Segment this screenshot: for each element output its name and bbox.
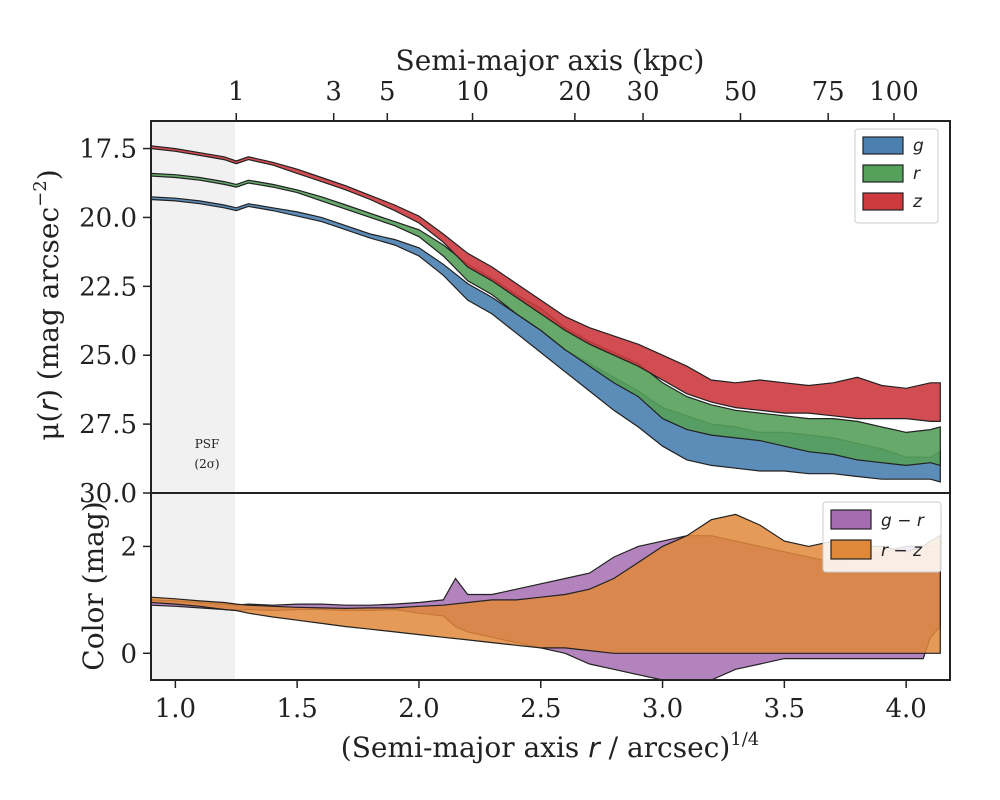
psf-label-line1: PSF bbox=[195, 437, 220, 451]
xlabel-var: r bbox=[588, 731, 601, 764]
series-band-color-profile-1 bbox=[150, 513, 941, 654]
sb-ylabel-close: ) bbox=[32, 169, 65, 180]
legend-swatch-g bbox=[862, 136, 904, 155]
legend-swatch-z bbox=[862, 192, 904, 211]
color-yticks-group: 02 bbox=[120, 532, 151, 669]
top-tick-label: 100 bbox=[869, 77, 919, 107]
sb-legend: grz bbox=[854, 128, 939, 224]
series-band-surface-brightness-1 bbox=[150, 172, 941, 467]
top-tick-label: 10 bbox=[456, 77, 489, 107]
top-tick-label: 20 bbox=[558, 77, 591, 107]
top-tick-label: 5 bbox=[379, 77, 396, 107]
color-y-axis-label: Color (mag) bbox=[77, 501, 110, 670]
legend-label-gr: g − r bbox=[881, 511, 925, 531]
color-ytick-label: 2 bbox=[120, 532, 137, 562]
top-axis-ticks-group: 1 3 5 10 20 30 50 75 100 bbox=[228, 77, 919, 121]
xtick-label: 4.0 bbox=[885, 694, 926, 724]
legend-label-r: r bbox=[913, 164, 921, 184]
series-band-surface-brightness-0 bbox=[150, 196, 941, 483]
sb-ytick-label: 17.5 bbox=[79, 135, 137, 165]
color-ytick-label: 0 bbox=[120, 639, 137, 669]
xtick-label: 1.0 bbox=[155, 694, 196, 724]
color-panel: 02 1.0 1.5 2.0 2.5 3.0 3.5 4.0 g − rr − z Colo… bbox=[77, 492, 951, 724]
psf-label-line2: (2σ) bbox=[194, 457, 219, 471]
sb-ytick-label: 22.5 bbox=[79, 272, 137, 302]
sb-y-axis-label: μ(r) (mag arcsec−2) bbox=[30, 169, 65, 440]
x-axis-label: (Semi-major axis r / arcsec)1/4 bbox=[341, 729, 759, 764]
color-legend: g − r r − z bbox=[822, 501, 942, 573]
top-tick-label: 50 bbox=[724, 77, 757, 107]
legend-label-g: g bbox=[913, 136, 924, 156]
legend-label-rz: r − z bbox=[881, 541, 923, 561]
color-xticks-group: 1.0 1.5 2.0 2.5 3.0 3.5 4.0 bbox=[155, 680, 927, 724]
sb-ytick-label: 20.0 bbox=[79, 203, 137, 233]
sb-ylabel-post: ) (mag arcsec bbox=[32, 207, 65, 400]
xtick-label: 1.5 bbox=[276, 694, 317, 724]
color-series-group bbox=[150, 513, 941, 681]
sb-yticks-group: 17.5 20.0 22.5 25.0 27.5 30.0 bbox=[79, 135, 151, 509]
xtick-label: 3.0 bbox=[642, 694, 683, 724]
xtick-label: 2.5 bbox=[520, 694, 561, 724]
xlabel-sup: 1/4 bbox=[730, 729, 759, 750]
legend-swatch-rz bbox=[830, 539, 872, 560]
xtick-label: 2.0 bbox=[398, 694, 439, 724]
sb-ylabel-var: r bbox=[32, 399, 65, 412]
xtick-label: 3.5 bbox=[764, 694, 805, 724]
sb-ytick-label: 30.0 bbox=[79, 479, 137, 509]
legend-swatch-r bbox=[862, 164, 904, 183]
sb-series-group bbox=[150, 145, 941, 483]
sb-ytick-label: 25.0 bbox=[79, 341, 137, 371]
psf-region-lower bbox=[151, 493, 235, 680]
top-axis-label: Semi-major axis (kpc) bbox=[396, 44, 705, 77]
legend-label-z: z bbox=[912, 192, 923, 212]
top-tick-label: 1 bbox=[228, 77, 245, 107]
top-tick-label: 3 bbox=[325, 77, 342, 107]
sb-ylabel-sup: −2 bbox=[30, 180, 51, 207]
sb-ylabel-mu: μ( bbox=[32, 412, 65, 441]
top-tick-label: 30 bbox=[627, 77, 660, 107]
lower-axes-frame bbox=[150, 492, 951, 681]
surface-brightness-panel: PSF (2σ) 17.5 20.0 22.5 25.0 27.5 30.0 1 3 5 10 2… bbox=[79, 44, 951, 509]
xlabel-post: / arcsec) bbox=[600, 731, 731, 764]
legend-swatch-gr bbox=[830, 509, 872, 530]
series-band-surface-brightness-2 bbox=[150, 145, 941, 422]
xlabel-pre: (Semi-major axis bbox=[341, 731, 588, 764]
top-tick-label: 75 bbox=[812, 77, 845, 107]
sb-ytick-label: 27.5 bbox=[79, 410, 137, 440]
